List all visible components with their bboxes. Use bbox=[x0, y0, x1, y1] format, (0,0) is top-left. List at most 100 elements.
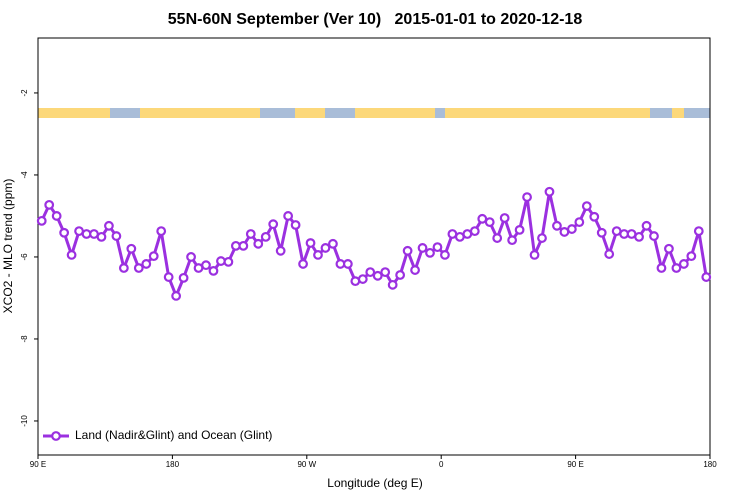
data-point bbox=[156, 226, 167, 237]
data-point bbox=[253, 238, 264, 249]
data-point bbox=[275, 245, 286, 256]
data-point bbox=[522, 192, 532, 202]
data-point bbox=[365, 267, 376, 278]
data-point bbox=[484, 217, 495, 228]
data-point bbox=[387, 279, 398, 290]
data-point bbox=[59, 227, 70, 238]
data-point bbox=[604, 249, 615, 259]
land-band bbox=[355, 108, 435, 118]
data-point bbox=[178, 272, 189, 283]
x-tick-label: 180 bbox=[703, 460, 717, 469]
data-point bbox=[133, 263, 144, 273]
land-ocean-band bbox=[38, 108, 710, 118]
data-point bbox=[163, 272, 174, 282]
x-axis-label: Longitude (deg E) bbox=[327, 476, 422, 490]
data-point bbox=[664, 243, 674, 254]
data-point bbox=[402, 245, 413, 256]
data-point bbox=[581, 201, 592, 212]
data-point bbox=[66, 250, 77, 260]
data-point bbox=[328, 238, 338, 249]
data-point bbox=[641, 220, 652, 231]
plot-frame bbox=[37, 37, 711, 456]
data-point bbox=[268, 219, 279, 230]
data-point bbox=[111, 231, 122, 241]
y-tick-label: -4 bbox=[20, 171, 29, 179]
data-point bbox=[283, 211, 294, 221]
y-tick-label: -2 bbox=[20, 89, 29, 97]
data-point bbox=[701, 272, 712, 282]
data-point bbox=[320, 243, 331, 253]
data-point bbox=[529, 250, 540, 260]
data-point bbox=[201, 260, 211, 271]
data-point bbox=[566, 224, 577, 234]
data-point bbox=[126, 243, 137, 254]
data-point bbox=[678, 259, 689, 269]
x-tick-label: 90 W bbox=[297, 460, 316, 469]
data-point bbox=[96, 231, 107, 242]
legend-marker bbox=[51, 431, 61, 441]
data-point bbox=[395, 270, 406, 280]
data-point bbox=[507, 235, 518, 246]
data-point bbox=[537, 233, 547, 243]
data-point bbox=[36, 215, 47, 226]
land-band bbox=[38, 108, 110, 118]
data-point bbox=[514, 224, 525, 235]
data-line bbox=[40, 190, 708, 298]
data-point bbox=[186, 252, 196, 262]
data-point bbox=[552, 220, 562, 231]
data-point bbox=[104, 220, 114, 231]
legend-label: Land (Nadir&Glint) and Ocean (Glint) bbox=[75, 428, 272, 442]
x-tick-label: 180 bbox=[166, 460, 180, 469]
data-point bbox=[245, 229, 256, 239]
data-point bbox=[686, 251, 697, 262]
data-point bbox=[380, 267, 391, 278]
land-band bbox=[140, 108, 260, 118]
land-band bbox=[445, 108, 650, 118]
data-point bbox=[298, 259, 308, 269]
data-point bbox=[417, 243, 428, 253]
data-point bbox=[425, 247, 435, 258]
data-point bbox=[141, 259, 152, 269]
data-point bbox=[313, 250, 323, 260]
data-point bbox=[432, 242, 443, 253]
data-point bbox=[499, 213, 510, 223]
data-point bbox=[589, 211, 600, 222]
data-point bbox=[574, 217, 585, 228]
data-point bbox=[342, 259, 353, 269]
data-point bbox=[238, 240, 249, 251]
data-point bbox=[410, 265, 420, 275]
chart-title: 55N-60N September (Ver 10) 2015-01-01 to… bbox=[168, 11, 583, 28]
data-point bbox=[693, 226, 704, 237]
data-point bbox=[649, 231, 659, 241]
data-point bbox=[544, 186, 555, 197]
data-point bbox=[372, 270, 383, 281]
data-point bbox=[596, 227, 607, 238]
data-point bbox=[148, 251, 159, 262]
land-band bbox=[295, 108, 325, 118]
data-point bbox=[290, 220, 301, 230]
x-tick-label: 90 E bbox=[30, 460, 46, 469]
data-point bbox=[208, 265, 219, 276]
data-point bbox=[469, 226, 480, 237]
data-point bbox=[51, 211, 62, 221]
data-point bbox=[671, 263, 682, 273]
x-tick-label: 0 bbox=[439, 460, 444, 469]
data-point bbox=[656, 263, 667, 273]
data-point bbox=[305, 238, 316, 248]
data-point bbox=[357, 274, 368, 284]
data-point bbox=[492, 233, 503, 243]
data-point bbox=[44, 199, 55, 210]
data-point bbox=[260, 231, 271, 242]
y-tick-label: -6 bbox=[20, 253, 29, 261]
y-tick-label: -8 bbox=[20, 335, 29, 343]
y-tick-label: -10 bbox=[20, 415, 29, 427]
data-point bbox=[171, 291, 182, 301]
x-tick-label: 90 E bbox=[567, 460, 583, 469]
y-axis-label: XCO2 - MLO trend (ppm) bbox=[1, 179, 15, 314]
data-point bbox=[440, 250, 450, 260]
data-point bbox=[634, 231, 644, 242]
data-point bbox=[477, 213, 488, 224]
data-point bbox=[223, 256, 234, 267]
data-point bbox=[118, 263, 129, 273]
